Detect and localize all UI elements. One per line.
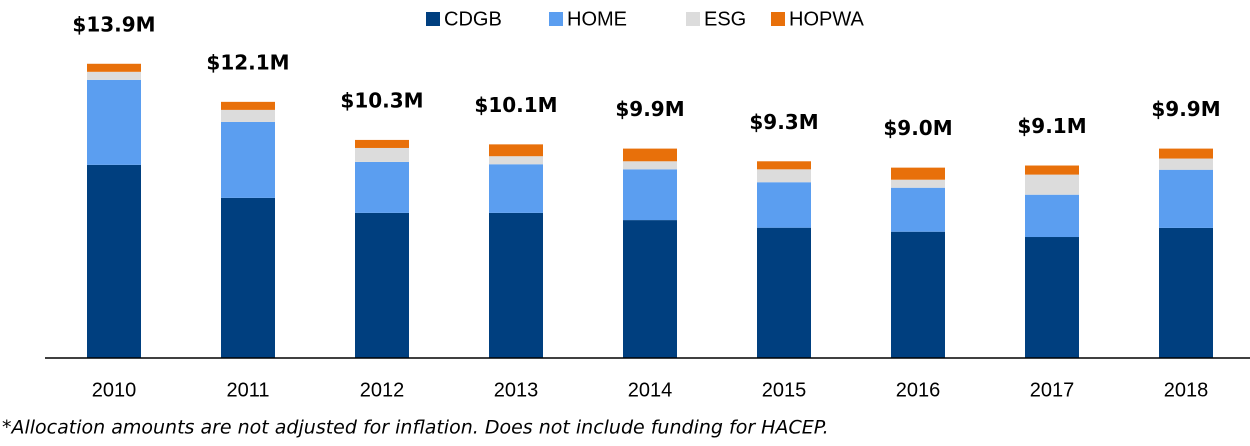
bar-segment [355, 147, 409, 162]
total-label: $9.9M [615, 97, 684, 121]
bar-segment [1025, 165, 1079, 175]
total-label: $9.9M [1151, 97, 1220, 121]
bar-segment [891, 187, 945, 232]
x-tick-label: 2012 [360, 379, 405, 401]
legend-label: HOPWA [789, 8, 864, 30]
total-label: $9.1M [1017, 114, 1086, 138]
bar-segment [355, 212, 409, 358]
total-label: $10.3M [340, 88, 423, 112]
bar-segment [757, 169, 811, 183]
x-tick-label: 2016 [896, 379, 941, 401]
bar-segment [1025, 237, 1079, 358]
bar-segment [1159, 227, 1213, 358]
bar-segment [87, 164, 141, 358]
bar-segment [489, 156, 543, 165]
bar-segment [1025, 174, 1079, 195]
bar-segment [221, 197, 275, 358]
bar-segment [221, 109, 275, 122]
total-label: $9.0M [883, 116, 952, 140]
footnote: *Allocation amounts are not adjusted for… [2, 417, 829, 439]
bar-segment [355, 139, 409, 148]
x-tick-label: 2013 [494, 379, 539, 401]
bar-segment [1159, 158, 1213, 170]
bar-segment [221, 121, 275, 198]
bar-segment [87, 79, 141, 165]
total-label: $9.3M [749, 110, 818, 134]
bar-segment [87, 71, 141, 80]
bar-segment [891, 167, 945, 180]
bar-segment [757, 182, 811, 228]
x-tick-label: 2010 [92, 379, 137, 401]
bar-segment [891, 231, 945, 358]
bar-segment [623, 148, 677, 162]
legend-label: HOME [567, 8, 627, 30]
legend-label: ESG [704, 8, 746, 30]
bar-segment [1025, 194, 1079, 238]
legend-label: CDGB [444, 8, 502, 30]
total-label: $12.1M [206, 50, 289, 74]
bar-segment [757, 161, 811, 170]
bar-segment [623, 220, 677, 358]
bar-segment [1159, 148, 1213, 159]
bar-segment [221, 101, 275, 110]
x-tick-label: 2017 [1030, 379, 1075, 401]
bar-segment [87, 63, 141, 72]
bar-segment [489, 212, 543, 358]
x-tick-label: 2015 [762, 379, 807, 401]
x-tick-label: 2018 [1164, 379, 1209, 401]
bar-segment [623, 169, 677, 221]
total-label: $13.9M [72, 12, 155, 36]
bar-segment [623, 161, 677, 170]
bar-segment [489, 164, 543, 213]
total-label: $10.1M [474, 93, 557, 117]
bar-segment [757, 227, 811, 358]
bar-segment [1159, 169, 1213, 228]
x-tick-label: 2011 [226, 379, 269, 401]
x-tick-label: 2014 [628, 379, 673, 401]
bar-segment [355, 161, 409, 213]
legend-swatch [549, 12, 563, 26]
legend-swatch [686, 12, 700, 26]
bar-segment [891, 179, 945, 188]
legend-swatch [426, 12, 440, 26]
legend-swatch [771, 12, 785, 26]
bar-segment [489, 144, 543, 157]
